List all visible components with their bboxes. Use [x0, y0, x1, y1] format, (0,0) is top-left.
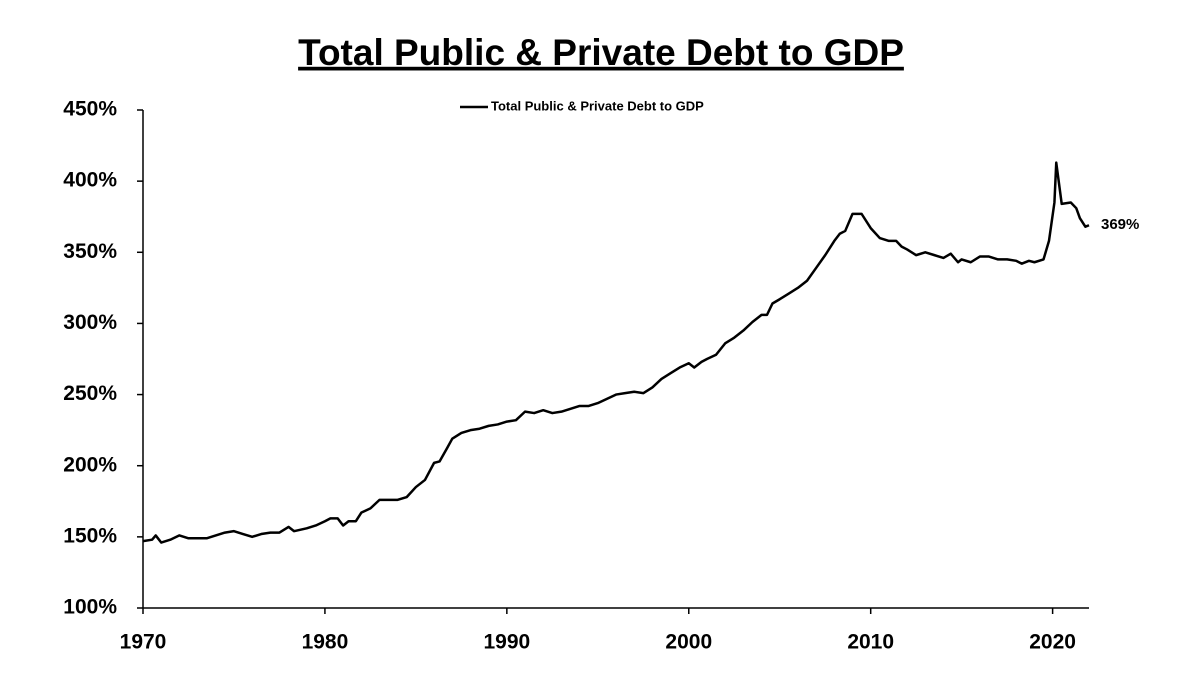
chart-title: Total Public & Private Debt to GDP [298, 32, 904, 73]
x-tick-label: 1990 [483, 631, 530, 654]
y-tick-label: 250% [63, 382, 117, 405]
y-tick-label: 300% [63, 311, 117, 334]
y-tick-label: 150% [63, 524, 117, 547]
y-tick-label: 400% [63, 169, 117, 192]
y-tick-label: 350% [63, 240, 117, 263]
y-tick-label: 450% [63, 98, 117, 121]
y-tick-label: 200% [63, 453, 117, 476]
legend-label: Total Public & Private Debt to GDP [491, 98, 704, 113]
x-tick-label: 1970 [120, 631, 167, 654]
x-tick-label: 1980 [302, 631, 349, 654]
y-tick-label: 100% [63, 596, 117, 619]
x-tick-label: 2000 [665, 631, 712, 654]
x-tick-label: 2020 [1029, 631, 1076, 654]
end-label: 369% [1101, 216, 1139, 233]
x-tick-label: 2010 [847, 631, 894, 654]
data-line [142, 161, 1090, 544]
